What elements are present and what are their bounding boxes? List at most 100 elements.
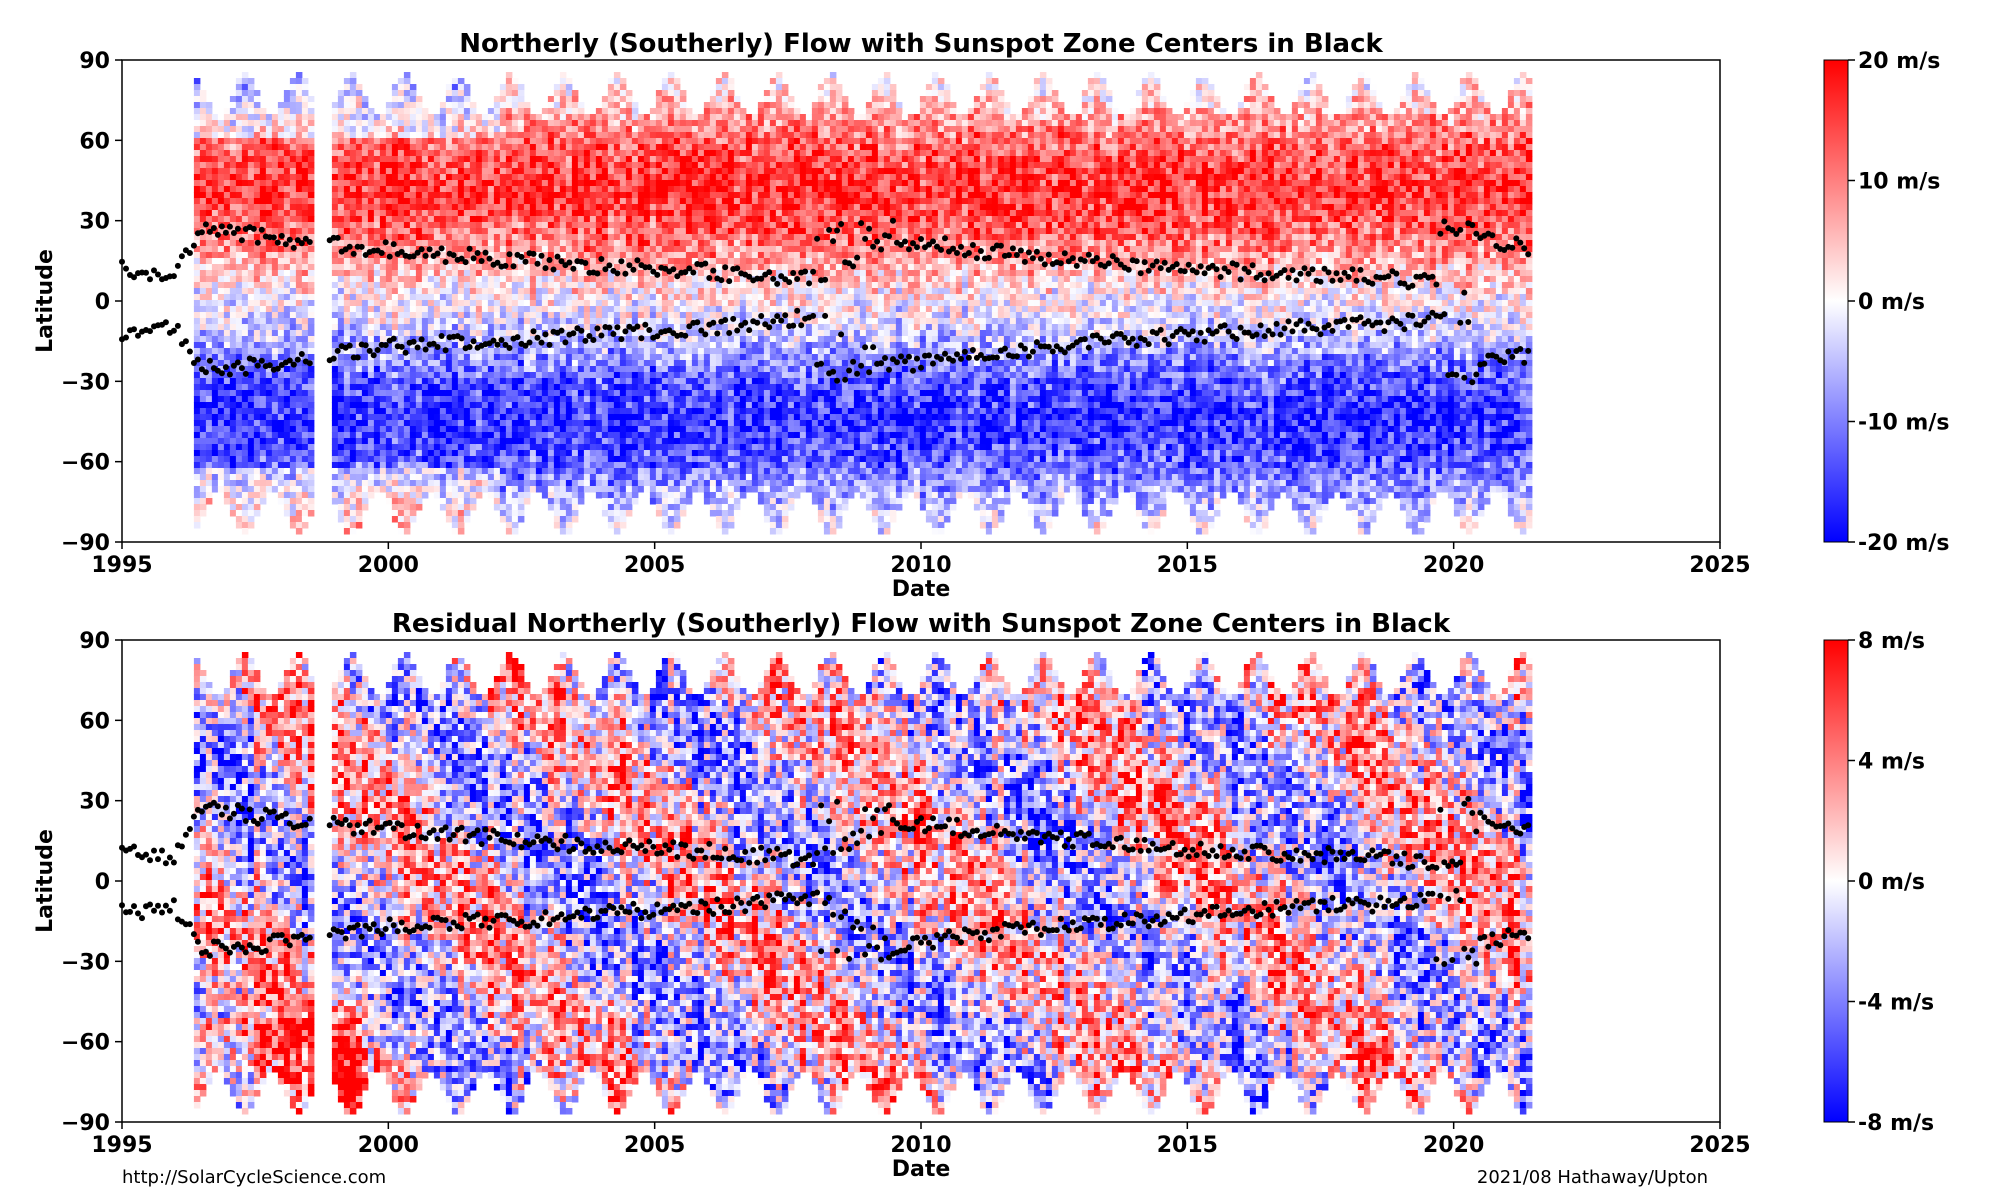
heatmap-cell: [535, 468, 543, 475]
heatmap-cell: [397, 492, 405, 499]
heatmap-cell: [583, 150, 591, 157]
heatmap-cell: [289, 186, 297, 193]
heatmap-cell: [367, 384, 375, 391]
heatmap-cell: [601, 486, 609, 493]
heatmap-cell: [547, 156, 555, 163]
heatmap-cell: [337, 150, 345, 157]
heatmap-cell: [535, 378, 543, 385]
heatmap-cell: [343, 324, 351, 331]
heatmap-cell: [589, 390, 597, 397]
heatmap-cell: [577, 246, 585, 253]
heatmap-cell: [259, 498, 267, 505]
heatmap-cell: [331, 438, 339, 445]
heatmap-cell: [397, 360, 405, 367]
heatmap-cell: [631, 360, 639, 367]
heatmap-cell: [277, 366, 285, 373]
heatmap-cell: [193, 132, 201, 139]
heatmap-cell: [217, 126, 225, 133]
heatmap-cell: [349, 420, 357, 427]
heatmap-cell: [607, 516, 615, 523]
heatmap-cell: [559, 210, 567, 217]
heatmap-cell: [361, 132, 369, 139]
heatmap-cell: [601, 306, 609, 313]
heatmap-cell: [589, 126, 597, 133]
heatmap-cell: [331, 408, 339, 415]
heatmap-cell: [361, 168, 369, 175]
heatmap-cell: [205, 294, 213, 301]
heatmap-cell: [619, 360, 627, 367]
heatmap-cell: [241, 72, 249, 79]
heatmap-cell: [421, 360, 429, 367]
heatmap-cell: [625, 138, 633, 145]
heatmap-cell: [433, 192, 441, 199]
heatmap-cell: [535, 210, 543, 217]
heatmap-cell: [553, 192, 561, 199]
heatmap-cell: [625, 198, 633, 205]
heatmap-cell: [271, 414, 279, 421]
heatmap-cell: [301, 156, 309, 163]
heatmap-cell: [553, 516, 561, 523]
heatmap-cell: [283, 198, 291, 205]
heatmap-cell: [439, 138, 447, 145]
heatmap-cell: [307, 120, 315, 127]
heatmap-cell: [583, 348, 591, 355]
heatmap-cell: [607, 204, 615, 211]
heatmap-cell: [277, 180, 285, 187]
heatmap-cell: [559, 522, 567, 529]
heatmap-cell: [589, 468, 597, 475]
heatmap-cell: [367, 144, 375, 151]
heatmap-cell: [373, 210, 381, 217]
heatmap-cell: [331, 252, 339, 259]
heatmap-cell: [343, 468, 351, 475]
heatmap-cell: [205, 318, 213, 325]
heatmap-cell: [631, 288, 639, 295]
heatmap-cell: [367, 180, 375, 187]
heatmap-cell: [481, 420, 489, 427]
heatmap-cell: [607, 96, 615, 103]
heatmap-cell: [499, 420, 507, 427]
heatmap-cell: [355, 522, 363, 529]
heatmap-cell: [205, 342, 213, 349]
heatmap-cell: [199, 132, 207, 139]
heatmap-cell: [295, 414, 303, 421]
heatmap-cell: [493, 480, 501, 487]
heatmap-cell: [439, 210, 447, 217]
heatmap-cell: [433, 432, 441, 439]
heatmap-cell: [487, 474, 495, 481]
heatmap-cell: [259, 150, 267, 157]
heatmap-cell: [235, 252, 243, 259]
heatmap-cell: [595, 402, 603, 409]
heatmap-cell: [367, 114, 375, 121]
heatmap-cell: [457, 462, 465, 469]
heatmap-cell: [271, 306, 279, 313]
heatmap-cell: [193, 522, 201, 529]
heatmap-cell: [529, 216, 537, 223]
heatmap-cell: [577, 378, 585, 385]
heatmap-cell: [577, 438, 585, 445]
heatmap-cell: [637, 162, 645, 169]
heatmap-cell: [277, 390, 285, 397]
heatmap-cell: [343, 474, 351, 481]
heatmap-cell: [637, 192, 645, 199]
heatmap-cell: [229, 402, 237, 409]
heatmap-cell: [463, 342, 471, 349]
heatmap-cell: [247, 144, 255, 151]
heatmap-cell: [487, 480, 495, 487]
heatmap-cell: [439, 396, 447, 403]
heatmap-cell: [295, 516, 303, 523]
heatmap-cell: [265, 174, 273, 181]
heatmap-cell: [391, 192, 399, 199]
heatmap-cell: [241, 396, 249, 403]
heatmap-cell: [457, 288, 465, 295]
heatmap-cell: [535, 168, 543, 175]
heatmap-cell: [583, 138, 591, 145]
heatmap-cell: [439, 222, 447, 229]
heatmap-cell: [247, 180, 255, 187]
heatmap-cell: [631, 336, 639, 343]
heatmap-cell: [595, 108, 603, 115]
heatmap-cell: [499, 198, 507, 205]
heatmap-cell: [271, 390, 279, 397]
heatmap-cell: [553, 450, 561, 457]
heatmap-cell: [193, 156, 201, 163]
heatmap-cell: [589, 444, 597, 451]
